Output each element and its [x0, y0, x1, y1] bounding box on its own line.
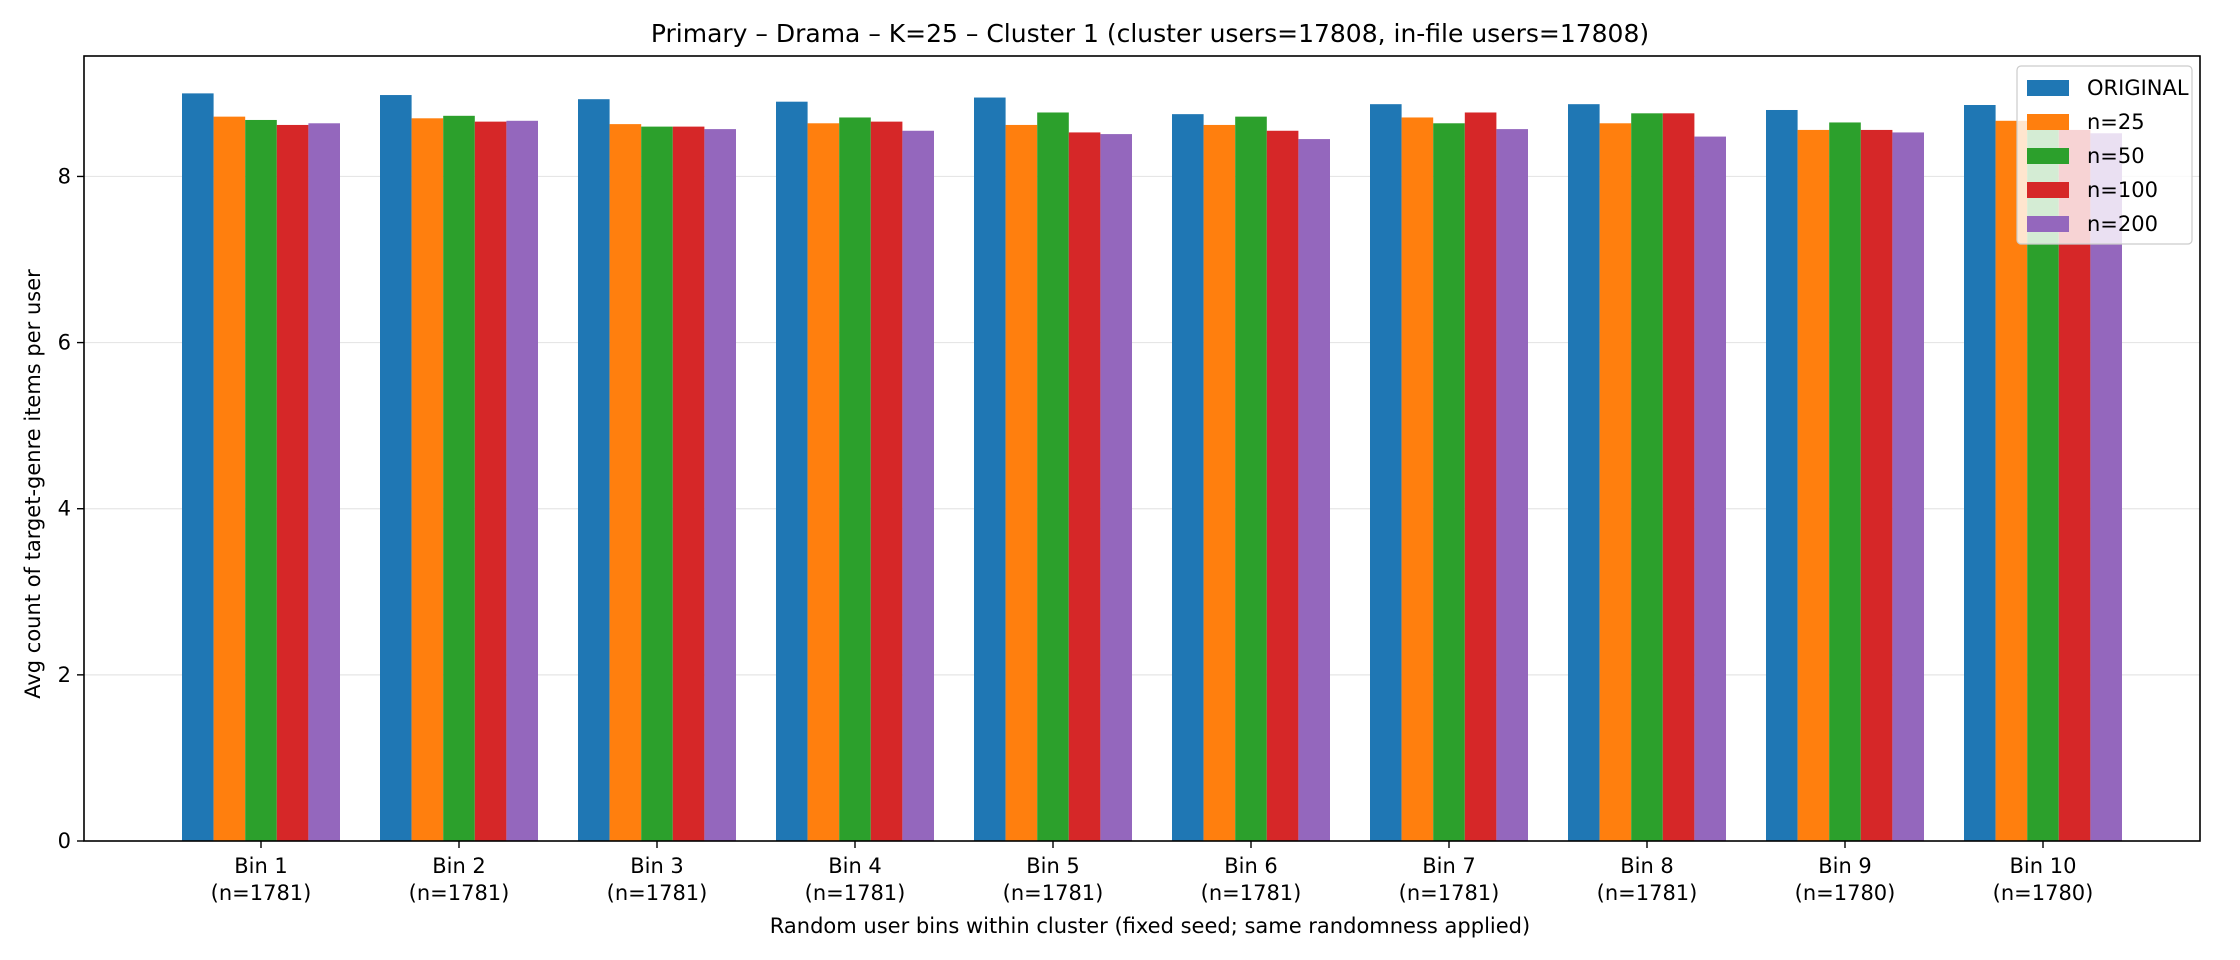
legend-label: n=50: [2087, 144, 2145, 168]
bar: [1568, 104, 1600, 842]
bar: [609, 124, 642, 842]
bar: [2090, 133, 2122, 841]
legend-box: [2016, 65, 2193, 245]
bar: [1694, 136, 1726, 841]
x-tick-sublabel: (n=1781): [1399, 881, 1500, 905]
bar: [1172, 114, 1204, 842]
x-tick-label: Bin 5: [1026, 854, 1080, 878]
bar: [1298, 139, 1330, 841]
x-axis: Bin 1 (n=1781) Bin 2 (n=1781) Bin 3 (n=1781) B…: [211, 841, 2094, 905]
bar: [1496, 129, 1528, 841]
bar: [1631, 113, 1663, 842]
bars-group: [182, 93, 2122, 842]
x-tick-label: Bin 8: [1620, 854, 1674, 878]
bar: [672, 126, 705, 842]
bar: [839, 117, 871, 842]
legend-label: n=25: [2087, 110, 2145, 134]
bar: [1370, 104, 1402, 842]
bar: [1037, 112, 1069, 842]
x-tick-label: Bin 6: [1224, 854, 1278, 878]
bar: [380, 95, 412, 841]
y-axis-label: Avg count of target-genre items per user: [21, 269, 45, 699]
bar: [974, 97, 1006, 841]
bar: [1860, 129, 1893, 841]
bar: [1401, 117, 1434, 842]
x-tick-sublabel: (n=1781): [805, 881, 906, 905]
y-tick-label: 0: [58, 829, 71, 853]
bar: [308, 123, 340, 842]
y-tick-label: 4: [58, 497, 71, 521]
legend-label: ORIGINAL: [2087, 76, 2189, 100]
legend-swatch: [2027, 216, 2069, 232]
bar: [1100, 134, 1132, 841]
bar: [1068, 132, 1101, 841]
legend-label: n=100: [2087, 178, 2158, 202]
x-tick-sublabel: (n=1781): [1201, 881, 1302, 905]
bar: [1203, 124, 1236, 842]
y-tick-label: 6: [58, 331, 71, 355]
x-tick-sublabel: (n=1781): [211, 881, 312, 905]
bar: [1464, 112, 1497, 842]
legend-swatch: [2027, 182, 2069, 198]
x-axis-label: Random user bins within cluster (fixed s…: [770, 914, 1530, 938]
bar: [1662, 113, 1695, 842]
bar: [870, 121, 903, 842]
y-tick-label: 2: [58, 663, 71, 687]
x-tick-sublabel: (n=1781): [1003, 881, 1104, 905]
bar: [902, 130, 934, 841]
bar: [443, 115, 475, 842]
chart-title: Primary – Drama – K=25 – Cluster 1 (clus…: [651, 19, 1649, 48]
bar: [1266, 130, 1299, 841]
bar: [2058, 129, 2091, 841]
x-tick-sublabel: (n=1780): [1993, 881, 2094, 905]
bar: [213, 116, 246, 842]
x-tick-label: Bin 9: [1818, 854, 1872, 878]
x-tick-sublabel: (n=1780): [1795, 881, 1896, 905]
bar: [1005, 124, 1038, 842]
bar: [1766, 109, 1798, 842]
bar: [2027, 126, 2059, 842]
x-tick-sublabel: (n=1781): [1597, 881, 1698, 905]
x-tick-label: Bin 10: [2010, 854, 2077, 878]
bar: [245, 119, 277, 842]
bar: [578, 99, 610, 841]
y-axis: 0 2 4 6 8: [58, 164, 84, 853]
bar: [1433, 123, 1465, 842]
bar: [641, 126, 673, 842]
bar: [1235, 116, 1267, 842]
plot-area: [83, 55, 2201, 842]
x-tick-label: Bin 7: [1422, 854, 1476, 878]
legend: ORIGINAL n=25 n=50 n=100 n=200: [2016, 65, 2193, 245]
bar: [1892, 132, 1924, 841]
bar: [776, 101, 808, 842]
y-tick-label: 8: [58, 164, 71, 188]
bar: [1829, 122, 1861, 842]
bar: [506, 120, 538, 842]
x-tick-label: Bin 1: [234, 854, 288, 878]
legend-swatch: [2027, 114, 2069, 130]
bar: [182, 93, 214, 841]
x-tick-sublabel: (n=1781): [409, 881, 510, 905]
legend-label: n=200: [2087, 212, 2158, 236]
bar: [704, 129, 736, 841]
legend-swatch: [2027, 148, 2069, 164]
x-tick-label: Bin 4: [828, 854, 882, 878]
bar: [276, 124, 309, 842]
bar: [807, 123, 840, 842]
legend-swatch: [2027, 80, 2069, 96]
bar: [474, 121, 507, 842]
bar: [1797, 129, 1830, 841]
bar: [1599, 123, 1632, 842]
x-tick-label: Bin 3: [630, 854, 684, 878]
x-tick-sublabel: (n=1781): [607, 881, 708, 905]
bar: [411, 118, 444, 842]
x-tick-label: Bin 2: [432, 854, 486, 878]
bar: [1964, 105, 1996, 842]
